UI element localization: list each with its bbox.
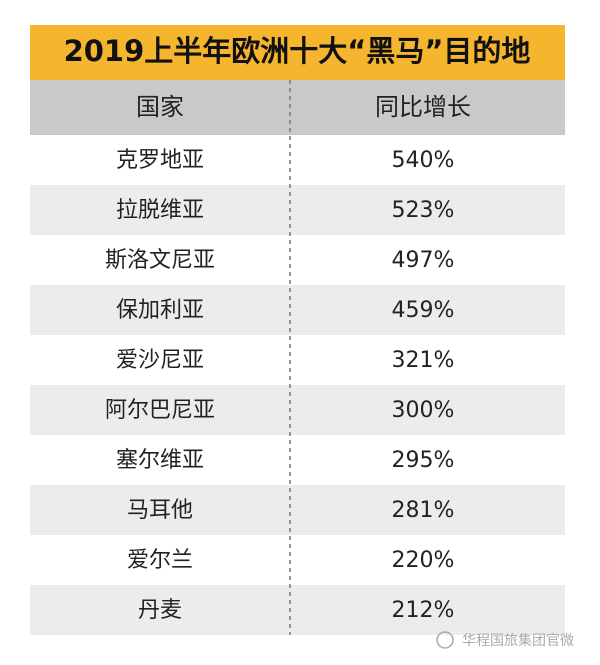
growth-cell: 300% <box>392 398 455 423</box>
country-cell: 克罗地亚 <box>116 148 204 173</box>
row-background <box>30 285 565 335</box>
row-background <box>30 385 565 435</box>
header-cell: 同比增长 <box>375 93 471 121</box>
country-cell: 斯洛文尼亚 <box>105 248 215 273</box>
country-cell: 爱沙尼亚 <box>116 348 204 373</box>
country-cell: 阿尔巴尼亚 <box>105 398 215 423</box>
watermark: 华程国旅集团官微 <box>462 632 574 649</box>
row-background <box>30 485 565 535</box>
header-row <box>30 80 565 135</box>
country-cell: 丹麦 <box>138 598 182 623</box>
growth-cell: 321% <box>392 348 455 373</box>
row-background <box>30 235 565 285</box>
title-bar <box>30 25 565 80</box>
row-background <box>30 435 565 485</box>
growth-cell: 523% <box>392 198 455 223</box>
growth-cell: 220% <box>392 548 455 573</box>
row-background <box>30 335 565 385</box>
growth-cell: 212% <box>392 598 455 623</box>
row-background <box>30 185 565 235</box>
country-cell: 爱尔兰 <box>127 548 193 573</box>
watermark-icon <box>436 631 454 649</box>
growth-cell: 497% <box>392 248 455 273</box>
growth-cell: 295% <box>392 448 455 473</box>
rows: 克罗地亚 540% 拉脱维亚 523% 斯洛文尼亚 497% 保加利亚 459% 爱沙尼亚 321… <box>30 135 565 635</box>
country-cell: 马耳他 <box>127 498 193 523</box>
country-cell: 拉脱维亚 <box>116 198 204 223</box>
title: 2019上半年欧洲十大“黑马”目的地 <box>64 34 531 68</box>
growth-cell: 540% <box>392 148 455 173</box>
row-background <box>30 585 565 635</box>
row-background <box>30 535 565 585</box>
growth-cell: 281% <box>392 498 455 523</box>
growth-cell: 459% <box>392 298 455 323</box>
country-cell: 保加利亚 <box>116 298 204 323</box>
country-cell: 塞尔维亚 <box>116 448 204 473</box>
header-cell: 国家 <box>136 93 184 121</box>
row-background <box>30 135 565 185</box>
